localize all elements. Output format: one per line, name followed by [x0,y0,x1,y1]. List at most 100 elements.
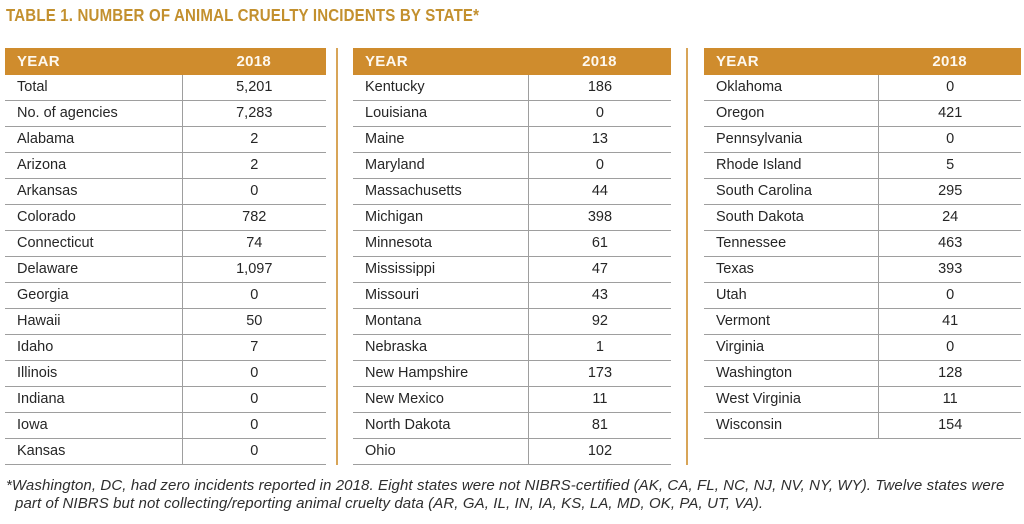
incident-count: 44 [527,179,671,204]
table-row: Washington 128 [704,361,1021,387]
panel-divider [336,48,338,465]
incident-count: 393 [878,257,1021,282]
state-label: Texas [716,261,754,277]
incident-count: 173 [527,361,671,386]
state-label: Vermont [716,313,770,329]
table-row: Michigan 398 [353,205,671,231]
incident-count: 24 [878,205,1021,230]
table-row: Tennessee 463 [704,231,1021,257]
table-row: Colorado 782 [5,205,326,231]
state-label: Total [17,79,48,95]
table-row: North Dakota 81 [353,413,671,439]
table-row: Louisiana 0 [353,101,671,127]
table-row: Delaware 1,097 [5,257,326,283]
incident-count: 11 [878,387,1021,412]
state-label: Illinois [17,365,58,381]
table-row: Minnesota 61 [353,231,671,257]
table-row: Ohio 102 [353,439,671,465]
incident-count: 50 [181,309,326,334]
state-label: Mississippi [365,261,436,277]
incident-count: 1,097 [181,257,326,282]
table-row: Connecticut 74 [5,231,326,257]
table-row: Kentucky 186 [353,75,671,101]
state-label: New Mexico [365,391,444,407]
incident-count: 7 [181,335,326,360]
table-row: Mississippi 47 [353,257,671,283]
incident-count: 0 [181,387,326,412]
state-label: Washington [716,365,793,381]
table-rows: Oklahoma 0 Oregon 421 Pennsylvania 0 Rhode Isl… [704,75,1021,439]
table-row: Oklahoma 0 [704,75,1021,101]
state-label: Arkansas [17,183,78,199]
state-label: Utah [716,287,747,303]
incidents-table-panel-2: YEAR 2018 Kentucky 186 Louisiana 0 Maine 13 Ma… [353,48,671,465]
incident-count: 13 [527,127,671,152]
incident-count: 1 [527,335,671,360]
table-row: Maine 13 [353,127,671,153]
state-label: Louisiana [365,105,428,121]
table-row: New Hampshire 173 [353,361,671,387]
incident-count: 0 [181,179,326,204]
table-row: Virginia 0 [704,335,1021,361]
incident-count: 0 [181,413,326,438]
incident-count: 295 [878,179,1021,204]
footnote: *Washington, DC, had zero incidents repo… [6,477,1005,512]
state-label: Kentucky [365,79,425,95]
state-label: Delaware [17,261,79,277]
table-row: Iowa 0 [5,413,326,439]
incident-count: 0 [878,127,1021,152]
table-row: South Carolina 295 [704,179,1021,205]
state-label: Oregon [716,105,765,121]
incident-count: 2 [181,127,326,152]
table-row: Montana 92 [353,309,671,335]
state-label: Missouri [365,287,419,303]
value-column-header: 2018 [236,53,272,70]
table-rows: Total 5,201 No. of agencies 7,283 Alabama 2 Ar… [5,75,326,465]
table-row: Idaho 7 [5,335,326,361]
table-row: Kansas 0 [5,439,326,465]
table-row: Rhode Island 5 [704,153,1021,179]
state-label: New Hampshire [365,365,469,381]
state-label: Iowa [17,417,48,433]
state-label: Ohio [365,443,396,459]
state-label: Virginia [716,339,765,355]
table-row: Texas 393 [704,257,1021,283]
state-label: South Dakota [716,209,804,225]
incident-count: 0 [527,101,671,126]
state-label: Michigan [365,209,424,225]
table-row: Maryland 0 [353,153,671,179]
incident-count: 421 [878,101,1021,126]
incident-count: 0 [181,283,326,308]
year-column-header: YEAR [17,53,60,70]
table-row: Georgia 0 [5,283,326,309]
table-row: Alabama 2 [5,127,326,153]
table-row: New Mexico 11 [353,387,671,413]
state-label: Kansas [17,443,66,459]
incident-count: 41 [878,309,1021,334]
incident-count: 61 [527,231,671,256]
table-row: Wisconsin 154 [704,413,1021,439]
incident-count: 43 [527,283,671,308]
state-label: South Carolina [716,183,812,199]
state-label: Colorado [17,209,76,225]
state-label: Minnesota [365,235,432,251]
incidents-table-panel-1: YEAR 2018 Total 5,201 No. of agencies 7,283… [5,48,326,465]
state-label: Idaho [17,339,54,355]
table-row: Hawaii 50 [5,309,326,335]
table-row: Missouri 43 [353,283,671,309]
incident-count: 154 [878,413,1021,438]
incident-count: 5 [878,153,1021,178]
year-column-header: YEAR [716,53,759,70]
table-row: Arizona 2 [5,153,326,179]
table-row: West Virginia 11 [704,387,1021,413]
table-header: YEAR 2018 [704,48,1021,75]
table-row: Massachusetts 44 [353,179,671,205]
incident-count: 7,283 [181,101,326,126]
table-row: Utah 0 [704,283,1021,309]
state-label: Hawaii [17,313,61,329]
state-label: Maryland [365,157,425,173]
table-header: YEAR 2018 [353,48,671,75]
state-label: Oklahoma [716,79,783,95]
incident-count: 186 [527,75,671,100]
